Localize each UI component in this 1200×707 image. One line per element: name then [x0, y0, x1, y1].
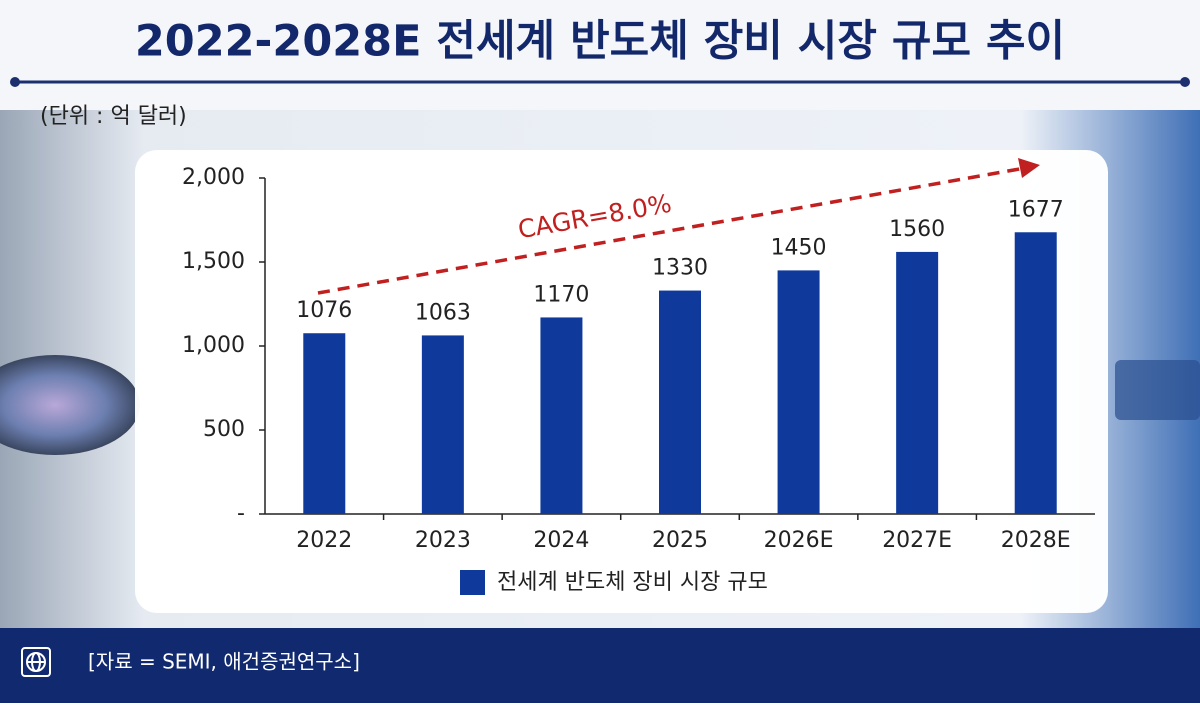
x-tick-label: 2023: [415, 528, 471, 553]
chart-panel: [135, 150, 1108, 613]
data-label: 1450: [771, 235, 827, 260]
y-tick-label: -: [237, 501, 245, 526]
x-tick-label: 2025: [652, 528, 708, 553]
footer-band: [0, 628, 1200, 703]
data-label: 1677: [1008, 197, 1064, 222]
wafer-illustration: [0, 355, 140, 455]
bar: [1014, 232, 1057, 514]
bar: [540, 317, 583, 514]
legend-swatch: [460, 570, 485, 595]
y-tick-label: 1,500: [182, 249, 245, 274]
data-label: 1170: [533, 282, 589, 307]
y-tick-label: 2,000: [182, 165, 245, 190]
bar: [303, 333, 346, 514]
data-label: 1330: [652, 256, 708, 281]
header-band: [0, 0, 1200, 110]
unit-label: (단위 : 억 달러): [40, 104, 187, 129]
x-tick-label: 2027E: [882, 528, 952, 553]
bar: [659, 290, 701, 514]
bar: [896, 251, 939, 515]
x-tick-label: 2026E: [764, 528, 834, 553]
chart-title: 2022-2028E 전세계 반도체 장비 시장 규모 추이: [135, 17, 1065, 67]
rule-dot: [10, 77, 20, 87]
bar: [777, 270, 820, 514]
data-label: 1063: [415, 300, 471, 325]
trend-arrowhead: [1018, 158, 1040, 178]
y-tick-label: 1,000: [182, 333, 245, 358]
x-tick-label: 2022: [296, 528, 352, 553]
legend-label: 전세계 반도체 장비 시장 규모: [497, 570, 768, 595]
rule-dot: [1180, 77, 1190, 87]
source-note: [자료 = SEMI, 애건증권연구소]: [88, 650, 360, 674]
bar: [421, 335, 464, 514]
data-label: 1560: [889, 217, 945, 242]
data-label: 1076: [296, 298, 352, 323]
x-tick-label: 2028E: [1001, 528, 1071, 553]
y-tick-label: 500: [203, 417, 245, 442]
globe-icon: [21, 647, 51, 677]
chip-illustration: [1115, 360, 1200, 420]
x-tick-label: 2024: [533, 528, 589, 553]
